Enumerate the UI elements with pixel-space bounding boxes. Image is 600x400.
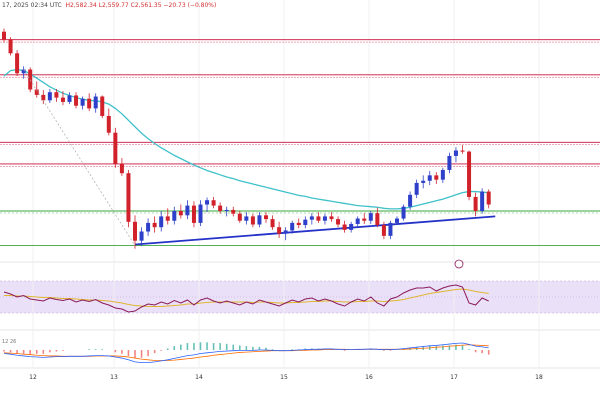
candle-body-36 xyxy=(237,213,242,221)
ohlc-header: 17, 2025 02:34 UTC H2,582.34 L2,559.77 C… xyxy=(2,2,216,9)
trend-line xyxy=(134,215,496,246)
candle-body-16 xyxy=(106,115,111,133)
candle-body-74 xyxy=(486,191,491,205)
candle-body-5 xyxy=(34,89,39,95)
candle-body-33 xyxy=(218,205,223,211)
candle-body-63 xyxy=(414,182,419,195)
candle-body-42 xyxy=(277,227,282,234)
candle-body-68 xyxy=(447,155,452,170)
candle-body-65 xyxy=(427,175,432,181)
candle-body-59 xyxy=(388,222,393,236)
x-tick-17: 17 xyxy=(450,374,458,381)
candle-body-1 xyxy=(8,39,13,54)
candle-body-57 xyxy=(375,213,380,226)
candle-body-71 xyxy=(467,151,472,197)
candle-body-21 xyxy=(139,231,144,241)
candle-body-15 xyxy=(100,96,105,116)
candle-body-25 xyxy=(165,216,170,221)
candle-body-8 xyxy=(54,92,59,98)
candle-body-20 xyxy=(133,221,137,241)
candle-body-70 xyxy=(460,150,465,152)
x-tick-13: 13 xyxy=(110,374,118,381)
candle-body-41 xyxy=(270,219,275,228)
candle-body-56 xyxy=(368,213,373,221)
candle-body-38 xyxy=(250,216,255,225)
candle-body-13 xyxy=(87,98,92,109)
x-tick-14: 14 xyxy=(195,374,203,381)
candle-body-44 xyxy=(290,222,295,231)
rsi-line xyxy=(3,284,489,313)
macd-params-label: 12 26 xyxy=(2,339,16,345)
header-ohlc: H2,582.34 L2,559.77 C2,561.35 −20.73 (−0… xyxy=(65,2,217,9)
alert-marker xyxy=(454,259,464,269)
candle-body-14 xyxy=(93,96,98,109)
candle-body-40 xyxy=(264,215,268,220)
candle-body-29 xyxy=(191,205,196,223)
candle-body-4 xyxy=(28,69,33,90)
candle-body-28 xyxy=(185,205,190,216)
candle-body-7 xyxy=(47,92,52,101)
candle-body-54 xyxy=(355,218,360,224)
candle-body-43 xyxy=(283,230,288,234)
candle-body-55 xyxy=(362,218,367,221)
candle-body-37 xyxy=(244,216,249,221)
candle-body-35 xyxy=(231,209,236,214)
candle-body-52 xyxy=(342,224,347,230)
x-tick-15: 15 xyxy=(280,374,288,381)
candle-body-47 xyxy=(309,216,314,220)
candle-body-23 xyxy=(152,222,157,228)
candle-body-72 xyxy=(473,196,478,211)
candle-body-26 xyxy=(172,211,177,221)
candle-body-27 xyxy=(178,211,183,216)
candle-body-32 xyxy=(211,200,216,206)
projection-line xyxy=(23,69,136,246)
candle-body-17 xyxy=(113,132,118,164)
candle-body-10 xyxy=(67,95,72,102)
header-date: 17, 2025 02:34 UTC xyxy=(2,2,62,9)
candle-body-2 xyxy=(15,53,20,74)
x-tick-18: 18 xyxy=(535,374,543,381)
candle-body-48 xyxy=(316,216,321,221)
candle-body-64 xyxy=(421,180,426,183)
candle-body-61 xyxy=(401,206,406,219)
macd-line xyxy=(3,342,489,364)
candle-body-67 xyxy=(440,169,445,180)
candle-body-12 xyxy=(80,98,85,106)
candle-body-3 xyxy=(21,69,26,74)
candle-body-66 xyxy=(434,175,439,180)
candle-body-51 xyxy=(336,219,341,225)
candle-body-69 xyxy=(453,150,458,156)
candle-body-45 xyxy=(296,222,301,226)
candle-body-22 xyxy=(146,222,151,232)
candle-body-0 xyxy=(2,31,6,40)
candle-body-18 xyxy=(119,163,124,174)
candle-body-46 xyxy=(303,219,308,226)
x-tick-16: 16 xyxy=(365,374,373,381)
candle-body-11 xyxy=(74,95,79,106)
candle-body-34 xyxy=(224,209,229,211)
candle-body-50 xyxy=(329,216,334,220)
candle-body-39 xyxy=(257,215,262,225)
candle-body-6 xyxy=(41,94,46,101)
candle-body-53 xyxy=(349,223,354,230)
candle-body-24 xyxy=(159,216,164,228)
candle-body-31 xyxy=(205,200,210,205)
x-tick-12: 12 xyxy=(29,374,37,381)
candle-body-58 xyxy=(381,225,386,236)
candle-body-30 xyxy=(198,204,203,223)
ema-line xyxy=(3,68,489,210)
candle-body-60 xyxy=(395,218,399,223)
candle-body-73 xyxy=(480,191,485,211)
candle-body-19 xyxy=(126,173,131,222)
candle-body-62 xyxy=(408,194,413,207)
candle-body-49 xyxy=(322,216,327,221)
candle-body-9 xyxy=(60,97,65,102)
